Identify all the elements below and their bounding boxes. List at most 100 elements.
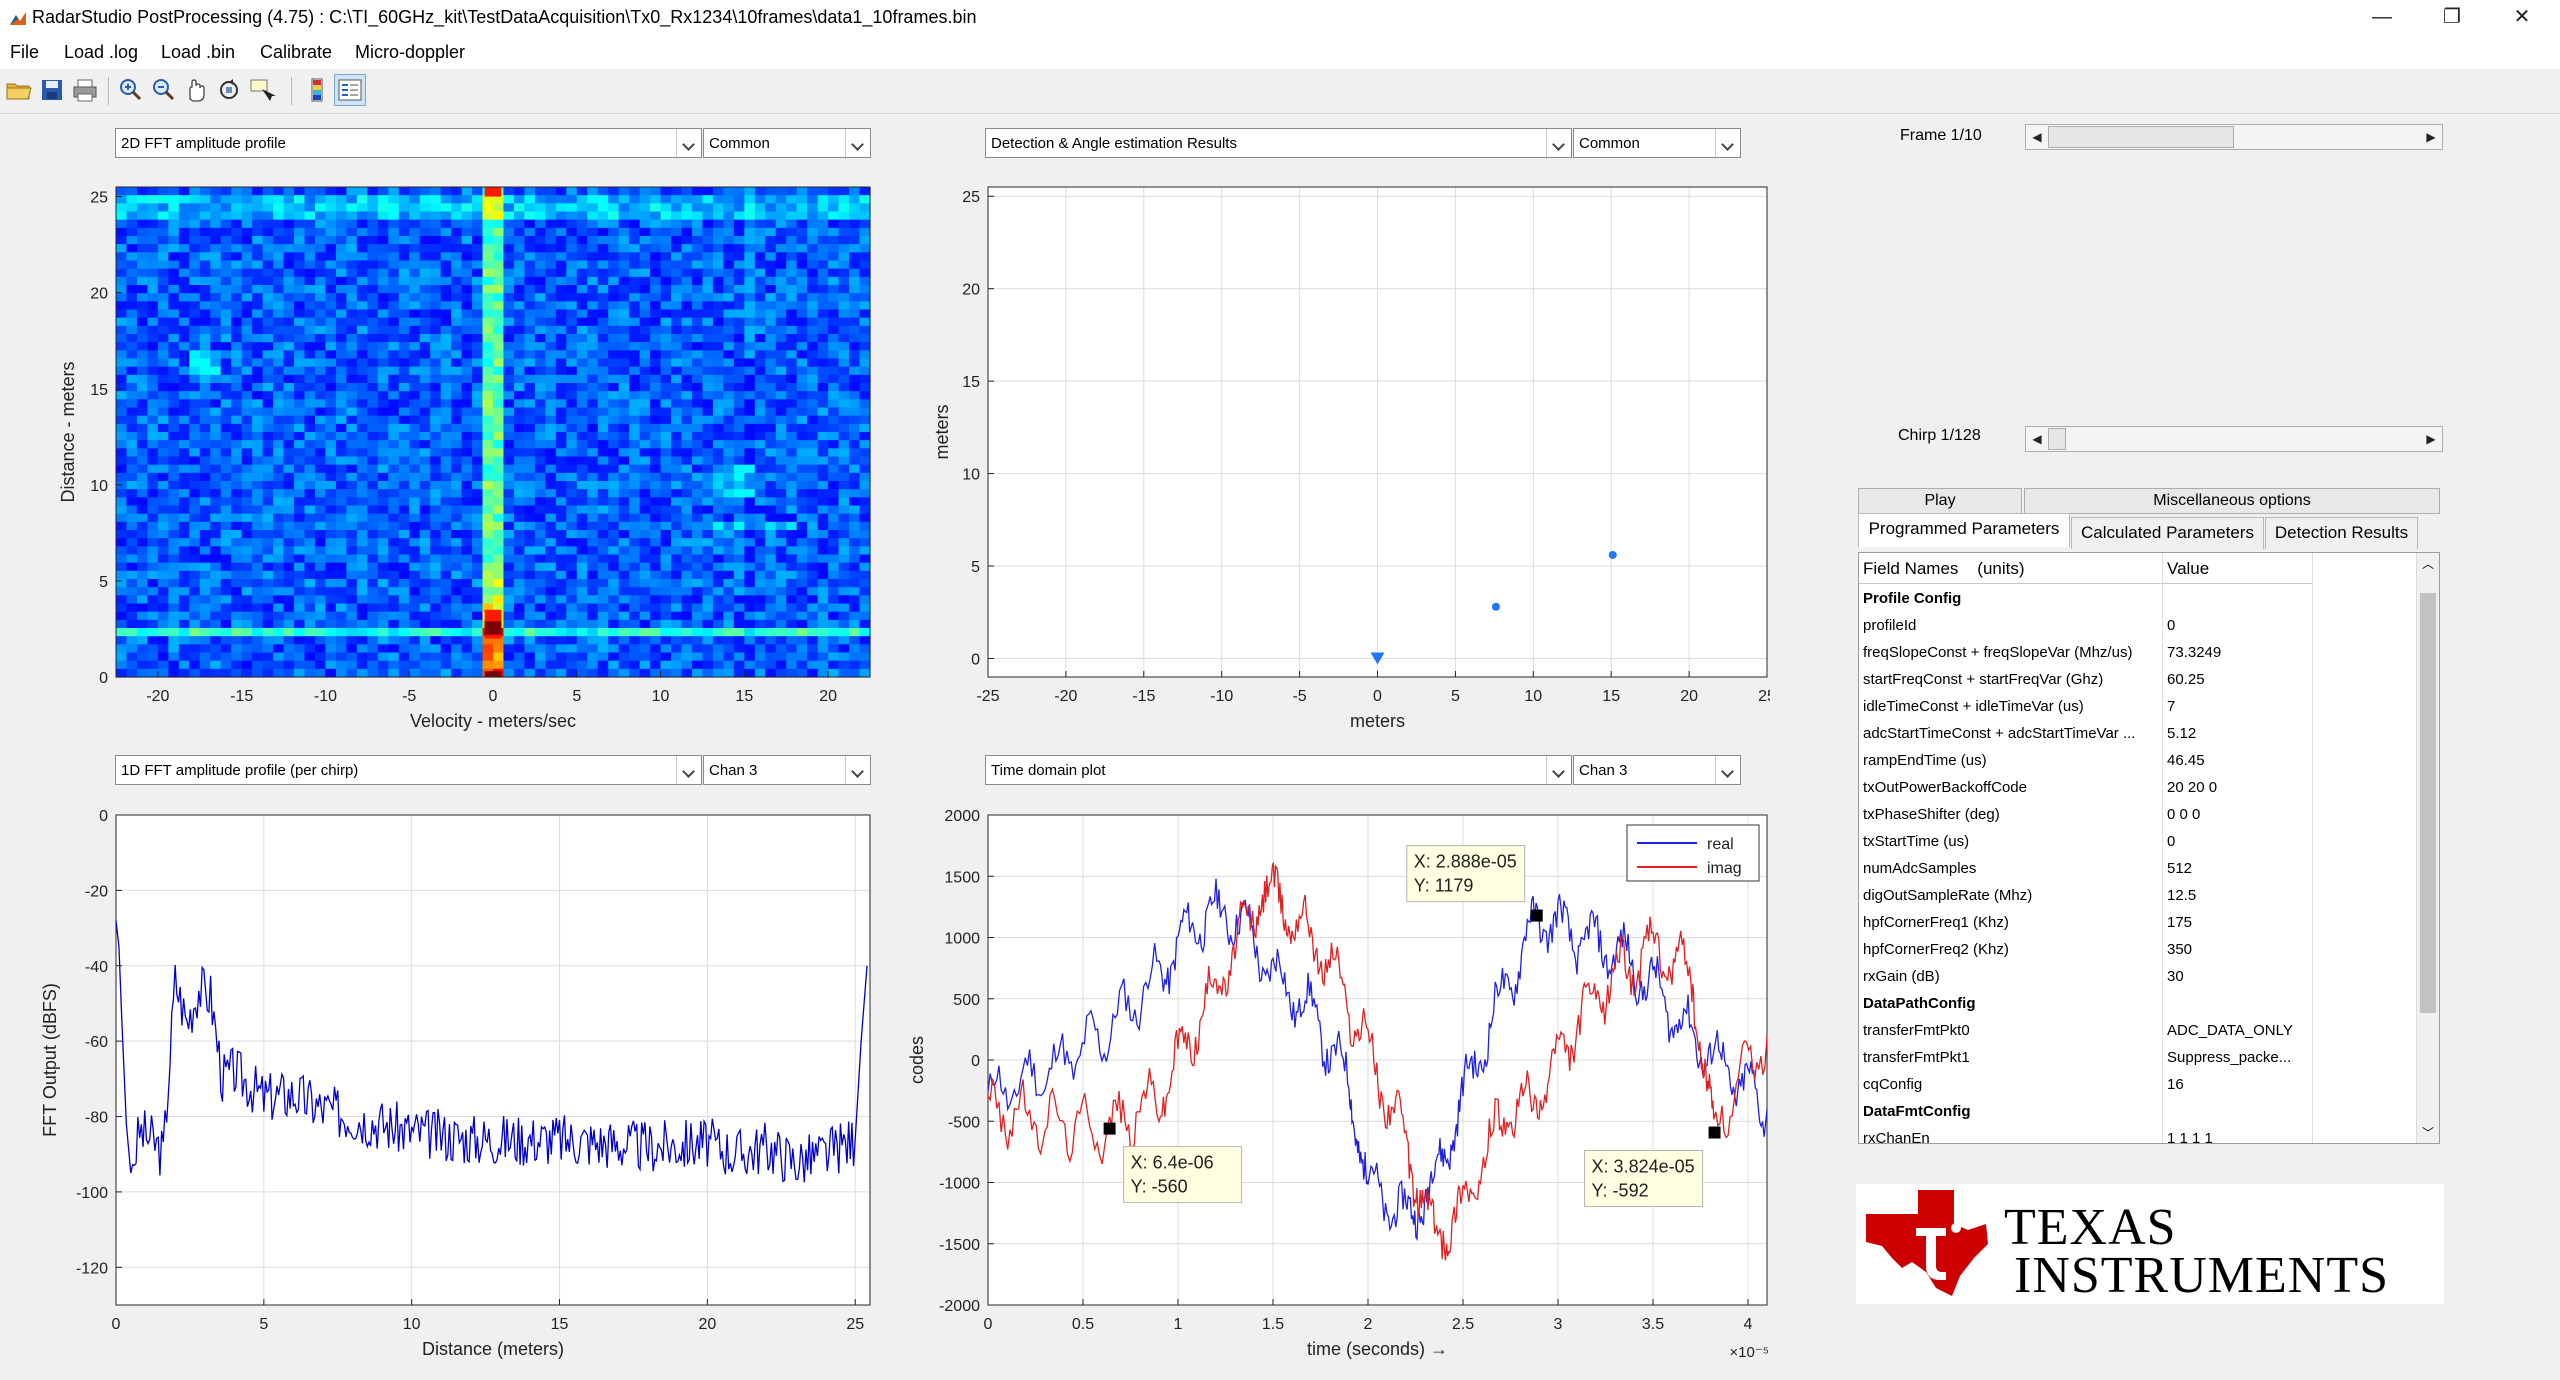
detected-object-point[interactable]	[1608, 550, 1617, 559]
field-name-cell[interactable]: hpfCornerFreq1 (Khz)	[1863, 914, 2009, 931]
table-row[interactable]: rxGain (dB) 30	[1859, 963, 2419, 990]
value-cell[interactable]: ADC_DATA_ONLY	[2167, 1022, 2293, 1039]
plot-type-select-bottom-left[interactable]: 1D FFT amplitude profile (per chirp)	[115, 755, 702, 785]
field-name-cell[interactable]: rxChanEn	[1863, 1130, 1930, 1144]
plot-type-select-bottom-mid[interactable]: Time domain plot	[985, 755, 1572, 785]
value-cell[interactable]: 16	[2167, 1076, 2184, 1093]
value-cell[interactable]: 7	[2167, 698, 2176, 715]
channel-select-top-left[interactable]: Common	[703, 128, 871, 158]
menu-load-log[interactable]: Load .log	[64, 42, 139, 62]
field-name-cell[interactable]: idleTimeConst + idleTimeVar (us)	[1863, 698, 2084, 715]
table-row[interactable]: Profile Config	[1859, 585, 2419, 612]
column-header-field[interactable]: Field Names (units)	[1863, 559, 2025, 578]
menu-micro-doppler[interactable]: Micro-doppler	[355, 42, 466, 62]
chirp-slider[interactable]: ◀ ▶	[2025, 426, 2443, 452]
table-row[interactable]: hpfCornerFreq2 (Khz) 350	[1859, 936, 2419, 963]
fft-plot-area[interactable]: 0 5 10 15 20 250-20-40-60-80-100-120Distance …	[40, 808, 871, 1359]
datatip-marker[interactable]	[1103, 1122, 1116, 1135]
table-vertical-scrollbar[interactable]: ︿ ﹀	[2416, 553, 2439, 1143]
value-cell[interactable]: 1 1 1 1	[2167, 1130, 2213, 1144]
value-cell[interactable]: 12.5	[2167, 887, 2197, 904]
zoom-in-icon[interactable]	[115, 75, 145, 105]
datatip-box[interactable]	[1406, 845, 1526, 903]
table-row[interactable]: transferFmtPkt1 Suppress_packe...	[1859, 1044, 2419, 1071]
value-cell[interactable]: 512	[2167, 860, 2193, 877]
table-row[interactable]: DataFmtConfig	[1859, 1098, 2419, 1125]
value-cell[interactable]: 0	[2167, 833, 2176, 850]
scrollbar-thumb[interactable]	[2420, 593, 2436, 1013]
heatmap-plot-area[interactable]	[116, 187, 871, 678]
table-row[interactable]: rampEndTime (us) 46.45	[1859, 747, 2419, 774]
frame-slider-thumb[interactable]	[2048, 126, 2234, 148]
table-row[interactable]: digOutSampleRate (Mhz) 12.5	[1859, 882, 2419, 909]
value-cell[interactable]: 73.3249	[2167, 644, 2222, 661]
tab-calculated-parameters[interactable]: Calculated Parameters	[2071, 517, 2264, 549]
data-cursor-icon[interactable]	[247, 75, 277, 105]
datatip-box[interactable]	[1123, 1146, 1243, 1204]
open-folder-icon[interactable]	[4, 75, 34, 105]
menu-load-bin[interactable]: Load .bin	[161, 42, 236, 62]
value-cell[interactable]: 0	[2167, 617, 2176, 634]
field-name-cell[interactable]: txStartTime (us)	[1863, 833, 1970, 850]
close-button[interactable]: ✕	[2513, 6, 2531, 28]
slider-left-arrow-icon[interactable]: ◀	[2026, 427, 2048, 451]
table-row[interactable]: adcStartTimeConst + adcStartTimeVar ... 5…	[1859, 720, 2419, 747]
value-cell[interactable]: 30	[2167, 968, 2184, 985]
table-row[interactable]: cqConfig 16	[1859, 1071, 2419, 1098]
value-cell[interactable]: 5.12	[2167, 725, 2197, 742]
field-name-cell[interactable]: DataFmtConfig	[1863, 1103, 1971, 1120]
field-name-cell[interactable]: Profile Config	[1863, 590, 1962, 607]
table-row[interactable]: numAdcSamples 512	[1859, 855, 2419, 882]
plot-type-select-top-left[interactable]: 2D FFT amplitude profile	[115, 128, 702, 158]
value-cell[interactable]: 20 20 0	[2167, 779, 2218, 796]
table-row[interactable]: freqSlopeConst + freqSlopeVar (Mhz/us) 73…	[1859, 639, 2419, 666]
plot-type-select-top-mid[interactable]: Detection & Angle estimation Results	[985, 128, 1572, 158]
table-row[interactable]: idleTimeConst + idleTimeVar (us) 7	[1859, 693, 2419, 720]
tab-programmed-parameters[interactable]: Programmed Parameters	[1858, 513, 2070, 547]
print-icon[interactable]	[70, 75, 100, 105]
table-row[interactable]: txOutPowerBackoffCode 20 20 0	[1859, 774, 2419, 801]
table-row[interactable]: DataPathConfig	[1859, 990, 2419, 1017]
field-name-cell[interactable]: txPhaseShifter (deg)	[1863, 806, 2000, 823]
misc-options-button[interactable]: Miscellaneous options	[2024, 488, 2440, 514]
tab-detection-results[interactable]: Detection Results	[2265, 517, 2418, 549]
colorbar-icon[interactable]	[302, 75, 332, 105]
channel-select-top-mid[interactable]: Common	[1573, 128, 1741, 158]
legend-icon[interactable]	[334, 74, 366, 106]
table-row[interactable]: profileId 0	[1859, 612, 2419, 639]
field-name-cell[interactable]: DataPathConfig	[1863, 995, 1976, 1012]
field-name-cell[interactable]: transferFmtPkt0	[1863, 1022, 1970, 1039]
channel-select-bottom-mid[interactable]: Chan 3	[1573, 755, 1741, 785]
scroll-down-icon[interactable]: ﹀	[2422, 1126, 2435, 1140]
field-name-cell[interactable]: profileId	[1863, 617, 1917, 634]
value-cell[interactable]: 350	[2167, 941, 2193, 958]
datatip-marker[interactable]	[1708, 1126, 1721, 1139]
field-name-cell[interactable]: transferFmtPkt1	[1863, 1049, 1970, 1066]
slider-left-arrow-icon[interactable]: ◀	[2026, 125, 2048, 149]
field-name-cell[interactable]: adcStartTimeConst + adcStartTimeVar ...	[1863, 725, 2136, 742]
rotate-3d-icon[interactable]	[214, 75, 244, 105]
scatter-plot-area[interactable]: -25-20-15-10-505101520250510152025meters…	[932, 186, 1770, 731]
value-cell[interactable]: Suppress_packe...	[2167, 1049, 2292, 1066]
menu-calibrate[interactable]: Calibrate	[260, 42, 333, 62]
scroll-up-icon[interactable]: ︿	[2422, 557, 2435, 571]
field-name-cell[interactable]: startFreqConst + startFreqVar (Ghz)	[1863, 671, 2104, 688]
field-name-cell[interactable]: rampEndTime (us)	[1863, 752, 1987, 769]
datatip-box[interactable]	[1584, 1150, 1704, 1208]
slider-right-arrow-icon[interactable]: ▶	[2420, 427, 2442, 451]
table-row[interactable]: rxChanEn 1 1 1 1	[1859, 1125, 2419, 1144]
frame-slider[interactable]: ◀ ▶	[2025, 124, 2443, 150]
restore-button[interactable]: ❐	[2443, 6, 2461, 28]
slider-right-arrow-icon[interactable]: ▶	[2420, 125, 2442, 149]
parameters-table[interactable]: Field Names (units) Value Profile Config…	[1858, 552, 2440, 1144]
datatip-marker[interactable]	[1530, 909, 1543, 922]
value-cell[interactable]: 175	[2167, 914, 2193, 931]
table-row[interactable]: hpfCornerFreq1 (Khz) 175	[1859, 909, 2419, 936]
table-row[interactable]: startFreqConst + startFreqVar (Ghz) 60.25	[1859, 666, 2419, 693]
value-cell[interactable]: 60.25	[2167, 671, 2205, 688]
chirp-slider-thumb[interactable]	[2048, 428, 2066, 450]
zoom-out-icon[interactable]	[148, 75, 178, 105]
field-name-cell[interactable]: hpfCornerFreq2 (Khz)	[1863, 941, 2009, 958]
field-name-cell[interactable]: txOutPowerBackoffCode	[1863, 779, 2027, 796]
